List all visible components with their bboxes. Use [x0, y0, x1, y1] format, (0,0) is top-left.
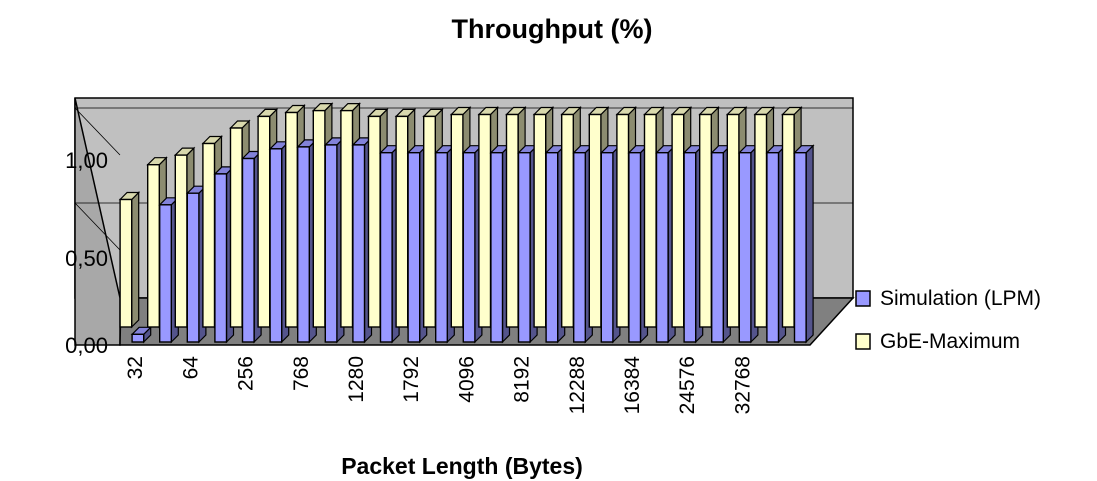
- legend-swatch-simulation: [855, 290, 871, 307]
- bar-simulation: [683, 151, 697, 343]
- bar-gbe-maximum: [285, 111, 299, 328]
- bar-simulation: [711, 151, 725, 343]
- bar-simulation: [324, 144, 338, 343]
- bar-gbe-maximum: [395, 115, 409, 328]
- x-tick-label: 32768: [731, 356, 754, 414]
- bar-simulation: [241, 157, 255, 343]
- x-tick-label: 12288: [566, 356, 589, 414]
- bar-gbe-maximum: [450, 113, 464, 328]
- x-tick-label: 1792: [400, 356, 423, 403]
- bar-simulation: [158, 204, 172, 343]
- bar-simulation: [407, 151, 421, 343]
- x-tick-label: 16384: [621, 356, 644, 415]
- bar-simulation: [131, 333, 145, 343]
- bar-gbe-maximum: [367, 115, 381, 328]
- bar-gbe-maximum: [146, 163, 160, 328]
- bar-gbe-maximum: [478, 113, 492, 328]
- bar-gbe-maximum: [229, 127, 243, 328]
- x-tick-label: 1280: [345, 356, 368, 403]
- y-tick-label: 0,00: [65, 333, 108, 358]
- bar-simulation: [379, 151, 393, 343]
- x-tick-label: 32: [124, 356, 147, 379]
- x-tick-label: 4096: [455, 356, 478, 403]
- bar-simulation: [738, 151, 752, 343]
- bar-simulation: [214, 173, 228, 343]
- bar-gbe-maximum: [340, 109, 354, 328]
- x-tick-label: 8192: [511, 356, 534, 403]
- bar-gbe-maximum: [754, 113, 768, 328]
- bar-simulation: [297, 146, 311, 343]
- bar-simulation: [793, 151, 807, 343]
- bar-simulation: [435, 151, 449, 343]
- bar-gbe-maximum: [505, 113, 519, 328]
- bar-simulation-side: [805, 144, 814, 344]
- bar-gbe-maximum: [119, 198, 133, 328]
- plot-area: 0,00 0,50 1,00 32 64 256 768 1280 1792 4096 8192 12…: [65, 97, 855, 415]
- legend-label-simulation: Simulation (LPM): [880, 287, 1041, 310]
- x-axis-label: Packet Length (Bytes): [341, 453, 583, 479]
- y-tick-label: 0,50: [65, 246, 108, 271]
- x-tick-label: 768: [290, 356, 313, 391]
- gridline-side: [74, 107, 121, 156]
- bar-simulation: [517, 151, 531, 343]
- bar-gbe-maximum: [423, 115, 437, 328]
- bar-simulation: [545, 151, 559, 343]
- bar-simulation: [269, 148, 283, 343]
- bar-gbe-maximum-side: [131, 191, 140, 329]
- bar-simulation: [766, 151, 780, 343]
- x-tick-label: 24576: [676, 356, 699, 414]
- bar-gbe-maximum: [671, 113, 685, 328]
- bar-gbe-maximum: [726, 113, 740, 328]
- bar-gbe-maximum: [312, 109, 326, 328]
- legend-swatch-gbe-maximum: [855, 333, 871, 350]
- bar-gbe-maximum: [643, 113, 657, 328]
- bar-gbe-maximum: [699, 113, 713, 328]
- bar-simulation: [600, 151, 614, 343]
- x-tick-label: 256: [235, 356, 258, 391]
- bar-gbe-maximum: [257, 115, 271, 328]
- bar-simulation: [490, 151, 504, 343]
- bar-simulation: [628, 151, 642, 343]
- bar-gbe-maximum: [616, 113, 630, 328]
- bar-simulation: [352, 144, 366, 343]
- legend: Simulation (LPM) GbE-Maximum: [855, 287, 1041, 353]
- chart-title: Throughput (%): [452, 14, 653, 44]
- bar-gbe-maximum: [781, 113, 795, 328]
- gridline-side: [74, 202, 121, 251]
- bar-gbe-maximum: [174, 154, 188, 328]
- bar-gbe-maximum: [588, 113, 602, 328]
- x-tick-label: 64: [179, 356, 202, 380]
- bar-gbe-maximum: [202, 142, 216, 328]
- bar-simulation: [573, 151, 587, 343]
- legend-label-gbe-maximum: GbE-Maximum: [880, 330, 1020, 353]
- bar-simulation: [462, 151, 476, 343]
- y-tick-label: 1,00: [65, 148, 108, 173]
- bar-simulation: [655, 151, 669, 343]
- bar-gbe-maximum: [561, 113, 575, 328]
- bar-simulation: [186, 192, 200, 343]
- bar-gbe-maximum: [533, 113, 547, 328]
